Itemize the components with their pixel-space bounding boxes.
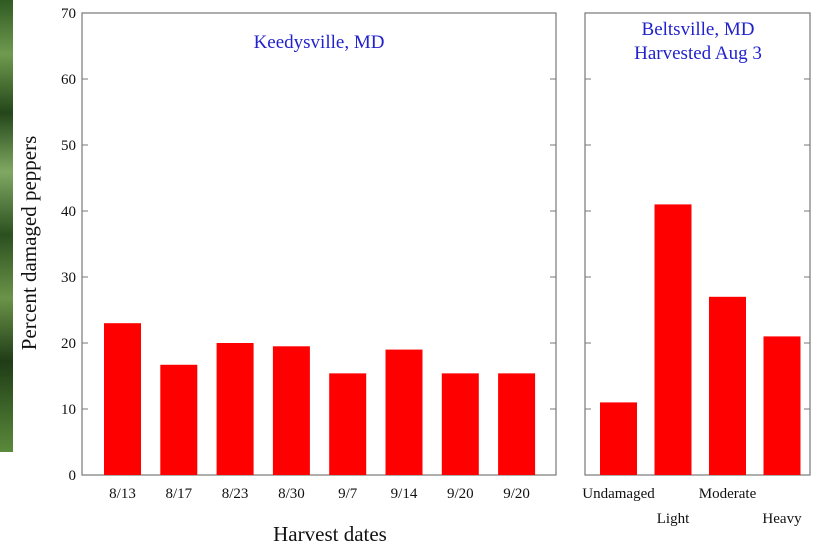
y-tick-label: 40 [61, 204, 76, 220]
x-tick-label: 9/14 [391, 486, 418, 502]
x-tick-label: 8/17 [165, 486, 192, 502]
background-photo-edge [0, 0, 13, 452]
bar [272, 346, 310, 475]
left-panel-frame [81, 12, 557, 476]
x-tick-label: 9/20 [447, 486, 474, 502]
left-panel-title: Keedysville, MD [254, 32, 385, 53]
x-tick-label: Moderate [699, 486, 757, 502]
y-tick-label: 60 [61, 72, 76, 88]
y-tick-label: 20 [61, 336, 76, 352]
bar [498, 373, 536, 475]
right-panel-title-line2: Harvested Aug 3 [634, 43, 762, 64]
left-x-tick-labels: 8/13 8/17 8/23 8/30 9/7 9/14 9/20 9/20 [109, 486, 530, 502]
bar [763, 336, 801, 475]
right-panel-title-line1: Beltsville, MD [642, 19, 755, 40]
x-tick-label: Undamaged [582, 486, 655, 502]
x-tick-label: 8/30 [278, 486, 305, 502]
bar [709, 296, 746, 475]
y-tick-label: 50 [61, 138, 76, 154]
bar [329, 373, 367, 475]
bar [654, 204, 692, 475]
bar [216, 343, 254, 475]
y-tick-label: 30 [61, 270, 76, 286]
x-tick-label: 9/7 [338, 486, 358, 502]
x-tick-label: Light [657, 511, 690, 527]
bar [104, 323, 141, 475]
x-tick-label: 8/23 [222, 486, 249, 502]
x-tick-label: 8/13 [109, 486, 136, 502]
bar [441, 373, 479, 475]
left-panel-bars [104, 323, 536, 475]
bar [160, 364, 198, 475]
right-panel-frame [584, 12, 811, 476]
right-panel-ticks [585, 12, 810, 476]
x-axis-title: Harvest dates [273, 522, 387, 546]
bar [385, 349, 423, 475]
right-panel-bars [600, 204, 801, 475]
y-tick-label: 10 [61, 402, 76, 418]
x-tick-label: Heavy [762, 511, 802, 527]
x-tick-label: 9/20 [503, 486, 530, 502]
y-axis-title: Percent damaged peppers [17, 136, 41, 351]
y-axis: 0 10 20 30 40 50 60 70 [61, 6, 556, 484]
y-tick-label: 70 [61, 6, 76, 22]
y-tick-label: 0 [69, 468, 77, 484]
bar [600, 402, 637, 475]
